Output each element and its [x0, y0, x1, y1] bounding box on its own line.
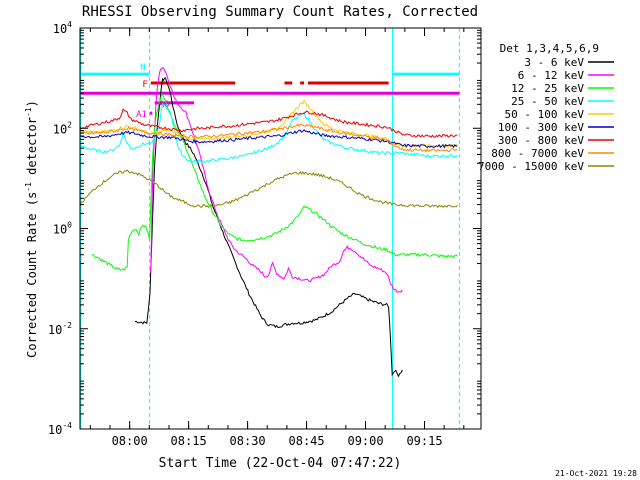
y-tick-base: 10 — [48, 323, 62, 337]
series-line — [134, 77, 403, 378]
y-axis-label-part: ) — [25, 100, 39, 107]
legend-label: 800 - 7000 keV — [491, 147, 584, 160]
legend-label: 12 - 25 keV — [511, 82, 584, 95]
y-tick-exponent: 2 — [67, 120, 72, 129]
series-line — [79, 123, 458, 153]
x-axis-label: Start Time (22-Oct-04 07:47:22) — [159, 456, 402, 471]
legend-label: 3 - 6 keV — [524, 56, 584, 69]
y-tick-label: 10-4 — [48, 421, 72, 437]
timestamp: 21-Oct-2021 19:28 — [555, 469, 637, 478]
y-axis-label-part: Corrected Count Rate (s — [25, 192, 39, 358]
y-tick-base: 10 — [48, 423, 62, 437]
series-line — [91, 93, 458, 271]
x-tick-label: 08:00 — [112, 434, 148, 448]
flag-label: N — [140, 63, 145, 73]
series-line — [149, 66, 403, 293]
y-tick-exponent: -2 — [62, 321, 72, 330]
y-tick-exponent: 4 — [67, 20, 72, 29]
legend-label: 50 - 100 keV — [505, 108, 585, 121]
y-axis-label-exponent: -1 — [24, 107, 33, 117]
y-tick-label: 102 — [53, 120, 72, 136]
y-tick-exponent: -4 — [62, 421, 72, 430]
y-tick-label: 100 — [53, 221, 72, 237]
legend-label: 7000 - 15000 keV — [478, 160, 584, 173]
x-tick-label: 08:45 — [289, 434, 325, 448]
y-axis-label: Corrected Count Rate (s-1 detector-1) — [24, 100, 39, 358]
series-line — [79, 108, 458, 138]
y-axis-label-exponent: -1 — [24, 182, 33, 192]
flag-label: A1 — [136, 110, 147, 120]
flag-label: F — [142, 80, 147, 90]
legend-title: Det 1,3,4,5,6,9 — [500, 42, 599, 55]
y-tick-exponent: 0 — [67, 221, 72, 230]
series-line — [79, 129, 458, 149]
x-tick-label: 08:30 — [230, 434, 266, 448]
legend-label: 300 - 800 keV — [498, 134, 584, 147]
y-tick-base: 10 — [53, 22, 67, 36]
chart-title: RHESSI Observing Summary Count Rates, Co… — [82, 4, 478, 20]
y-axis-label-part: detector — [25, 117, 39, 182]
legend-label: 100 - 300 keV — [498, 121, 584, 134]
y-tick-base: 10 — [53, 122, 67, 136]
x-tick-label: 09:00 — [347, 434, 383, 448]
legend-label: 25 - 50 keV — [511, 95, 584, 108]
series-line — [79, 169, 458, 209]
x-tick-label: 09:15 — [406, 434, 442, 448]
series-line — [79, 102, 458, 164]
y-tick-base: 10 — [53, 223, 67, 237]
series-line — [79, 99, 458, 148]
legend-label: 6 - 12 keV — [518, 69, 585, 82]
y-tick-label: 10-2 — [48, 321, 72, 337]
x-tick-label: 08:15 — [171, 434, 207, 448]
y-tick-label: 104 — [53, 20, 72, 36]
